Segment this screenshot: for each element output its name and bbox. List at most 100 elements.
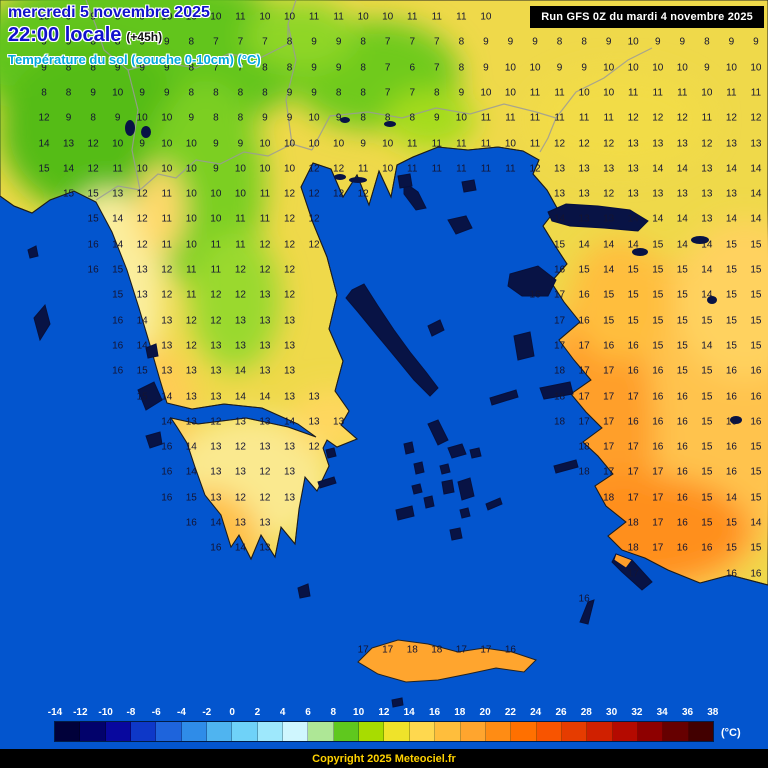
- island-naxos: [457, 477, 475, 501]
- temperature-value: 17: [603, 466, 615, 478]
- temperature-value: 9: [532, 36, 538, 48]
- temperature-value: 11: [456, 138, 467, 149]
- temperature-value: 9: [360, 138, 366, 149]
- temperature-value: 10: [504, 87, 516, 99]
- scale-tick: -12: [73, 707, 88, 718]
- temperature-value: 10: [333, 138, 345, 149]
- temperature-value: 11: [750, 87, 762, 99]
- temperature-value: 9: [605, 36, 612, 48]
- temperature-value: 12: [259, 239, 271, 251]
- temperature-value: 13: [308, 391, 320, 402]
- temperature-value: 15: [750, 264, 762, 276]
- temperature-value: 15: [725, 542, 737, 554]
- scale-segment: [55, 722, 81, 741]
- temperature-value: 16: [725, 466, 737, 478]
- temperature-value: 17: [553, 315, 566, 327]
- temperature-value: 8: [704, 36, 710, 48]
- island-gavdos: [391, 697, 404, 708]
- temperature-value: 11: [652, 87, 663, 99]
- temperature-value: 17: [627, 492, 639, 504]
- island-euboea: [345, 283, 439, 397]
- temperature-value: 7: [434, 36, 440, 48]
- temperature-value: 11: [529, 112, 541, 124]
- temperature-value: 16: [529, 289, 541, 301]
- lake: [707, 296, 717, 304]
- scale-segment: [232, 722, 258, 741]
- temperature-value: 11: [259, 213, 271, 225]
- temperature-value: 8: [581, 36, 587, 48]
- temperature-value: 11: [627, 87, 639, 99]
- scale-segment: [283, 722, 309, 741]
- temperature-value: 15: [578, 264, 590, 276]
- island-samothrace: [461, 179, 477, 193]
- temperature-value: 16: [627, 416, 639, 428]
- lake-iznik: [691, 236, 709, 244]
- temperature-value: 14: [676, 213, 688, 225]
- temperature-value: 17: [652, 466, 664, 478]
- temperature-value: 9: [728, 36, 735, 48]
- temperature-value: 16: [578, 593, 590, 605]
- temperature-value: 12: [210, 315, 222, 327]
- temperature-value: 10: [725, 62, 737, 74]
- temperature-value: 12: [333, 163, 345, 175]
- temperature-value: 10: [136, 163, 148, 175]
- temperature-value: 15: [112, 264, 124, 276]
- temperature-value: 8: [556, 36, 563, 48]
- temperature-value: 13: [136, 264, 148, 276]
- temperature-value: 13: [603, 163, 615, 175]
- temperature-value: 15: [750, 239, 762, 251]
- temperature-value: 8: [360, 87, 366, 99]
- temperature-value: 7: [434, 62, 440, 74]
- temperature-value: 10: [578, 87, 590, 99]
- temperature-value: 11: [186, 289, 197, 301]
- temperature-value: 15: [750, 466, 762, 478]
- island-limnos: [447, 215, 473, 235]
- temperature-value: 15: [725, 340, 737, 352]
- island-andros: [427, 419, 449, 446]
- temperature-value: 13: [234, 466, 246, 478]
- lake: [384, 121, 396, 127]
- parameter-subtitle: Température du sol (couche 0-10cm) (°C): [8, 52, 261, 68]
- island-hydra: [317, 476, 337, 489]
- temperature-value: 7: [409, 36, 416, 48]
- scale-segment: [308, 722, 334, 741]
- lake: [730, 416, 742, 424]
- sea-of-marmara: [547, 203, 649, 232]
- temperature-value: 9: [335, 112, 342, 124]
- temperature-value: 17: [603, 365, 615, 377]
- temperature-value: 10: [455, 112, 467, 124]
- island-paxos: [27, 245, 39, 259]
- temperature-value: 14: [38, 138, 50, 149]
- temperature-value: 12: [161, 264, 173, 276]
- temperature-value: 10: [185, 138, 197, 149]
- temperature-value: 12: [725, 112, 737, 124]
- temperature-value: 8: [114, 36, 121, 48]
- island-tinos: [447, 443, 467, 459]
- scale-tick: 26: [555, 707, 567, 718]
- temperature-value: 14: [701, 289, 713, 301]
- temperature-value: 11: [407, 138, 418, 149]
- temperature-value: 13: [578, 163, 590, 175]
- temperature-value: 13: [210, 340, 222, 352]
- temperature-value: 15: [725, 264, 737, 276]
- temperature-value: 12: [136, 213, 148, 225]
- temperature-value: 8: [458, 62, 465, 74]
- temperature-value: 10: [112, 138, 124, 149]
- lakes: [125, 117, 742, 424]
- temperature-value: 13: [283, 391, 296, 402]
- temperature-value: 14: [701, 239, 713, 251]
- temperature-value: 13: [652, 138, 664, 149]
- temperature-value: 7: [262, 36, 268, 48]
- island-ikaria: [489, 389, 519, 406]
- temperature-value: 8: [335, 87, 342, 99]
- temperature-value: 9: [237, 138, 244, 149]
- temperature-value: 11: [186, 264, 197, 276]
- temperature-value: 15: [652, 315, 664, 327]
- copyright-link[interactable]: Copyright 2025 Meteociel.fr: [312, 752, 456, 765]
- temperature-value: 9: [213, 138, 219, 149]
- temperature-value: 9: [262, 112, 268, 124]
- island-ios: [459, 507, 471, 519]
- temperature-value: 13: [676, 188, 688, 200]
- temperature-value: 17: [627, 568, 639, 580]
- temperature-value: 15: [652, 289, 664, 301]
